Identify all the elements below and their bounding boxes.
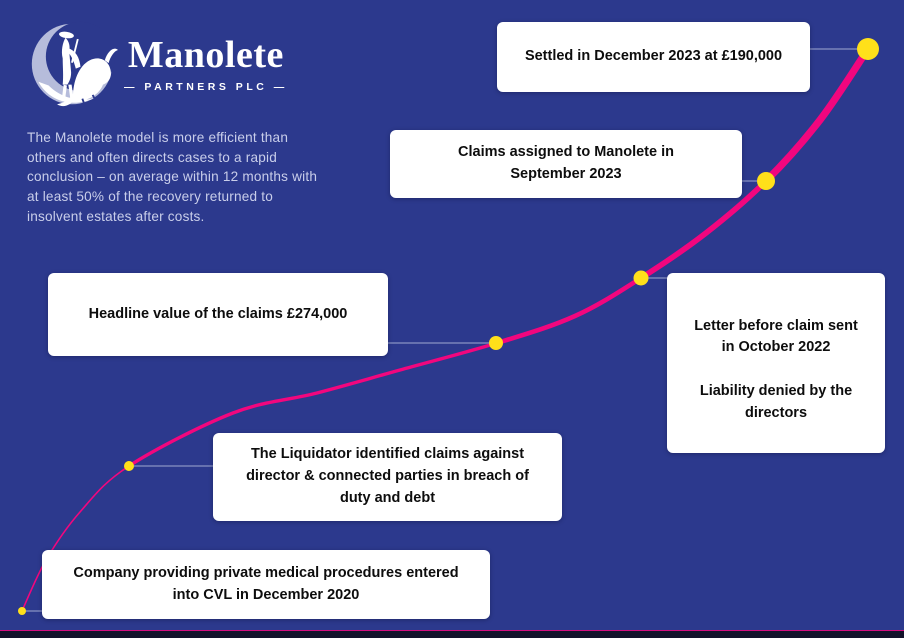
bottom-border-band xyxy=(0,631,904,638)
timeline-curve-segment xyxy=(21,465,130,612)
brand-name: Manolete xyxy=(127,33,284,76)
milestone-card-settled: Settled in December 2023 at £190,000 xyxy=(497,22,810,92)
milestone-card-liquidator-claims: The Liquidator identified claims against… xyxy=(213,433,562,521)
milestone-card-cvl: Company providing private medical proced… xyxy=(42,550,490,619)
milestone-dot xyxy=(124,461,134,471)
milestone-label: The Liquidator identified claims against… xyxy=(246,446,529,506)
intro-text: The Manolete model is more efficient tha… xyxy=(27,130,318,224)
timeline-curve-segment xyxy=(638,178,769,281)
brand-tagline: — PARTNERS PLC — xyxy=(124,80,288,93)
milestone-label: Headline value of the claims £274,000 xyxy=(88,305,348,322)
milestone-card-headline-value: Headline value of the claims £274,000 xyxy=(48,273,388,356)
milestone-label: Letter before claim sent in October 2022 xyxy=(694,317,858,356)
milestone-dot xyxy=(857,38,879,60)
milestone-label: Company providing private medical proced… xyxy=(73,564,459,603)
milestone-dot xyxy=(633,270,649,286)
milestone-card-claims-assigned: Claims assigned to Manolete in September… xyxy=(390,130,742,198)
milestone-label-secondary: Liability denied by the directors xyxy=(699,383,853,421)
timeline-curve-segment xyxy=(127,341,499,468)
milestone-label: Settled in December 2023 at £190,000 xyxy=(524,48,783,65)
milestone-dot xyxy=(489,336,503,350)
matador-bull-logo-icon xyxy=(31,21,118,107)
milestone-label: Claims assigned to Manolete in September… xyxy=(458,144,674,182)
timeline-curve-segment xyxy=(494,275,644,346)
milestone-card-letter-before-claim: Letter before claim sent in October 2022… xyxy=(667,273,885,453)
milestone-dot xyxy=(757,172,775,190)
timeline-curve-segment xyxy=(762,45,872,185)
brand-logo: Manolete — PARTNERS PLC — xyxy=(26,20,288,108)
bottom-accent-line xyxy=(0,630,904,631)
milestone-dot xyxy=(18,607,26,615)
